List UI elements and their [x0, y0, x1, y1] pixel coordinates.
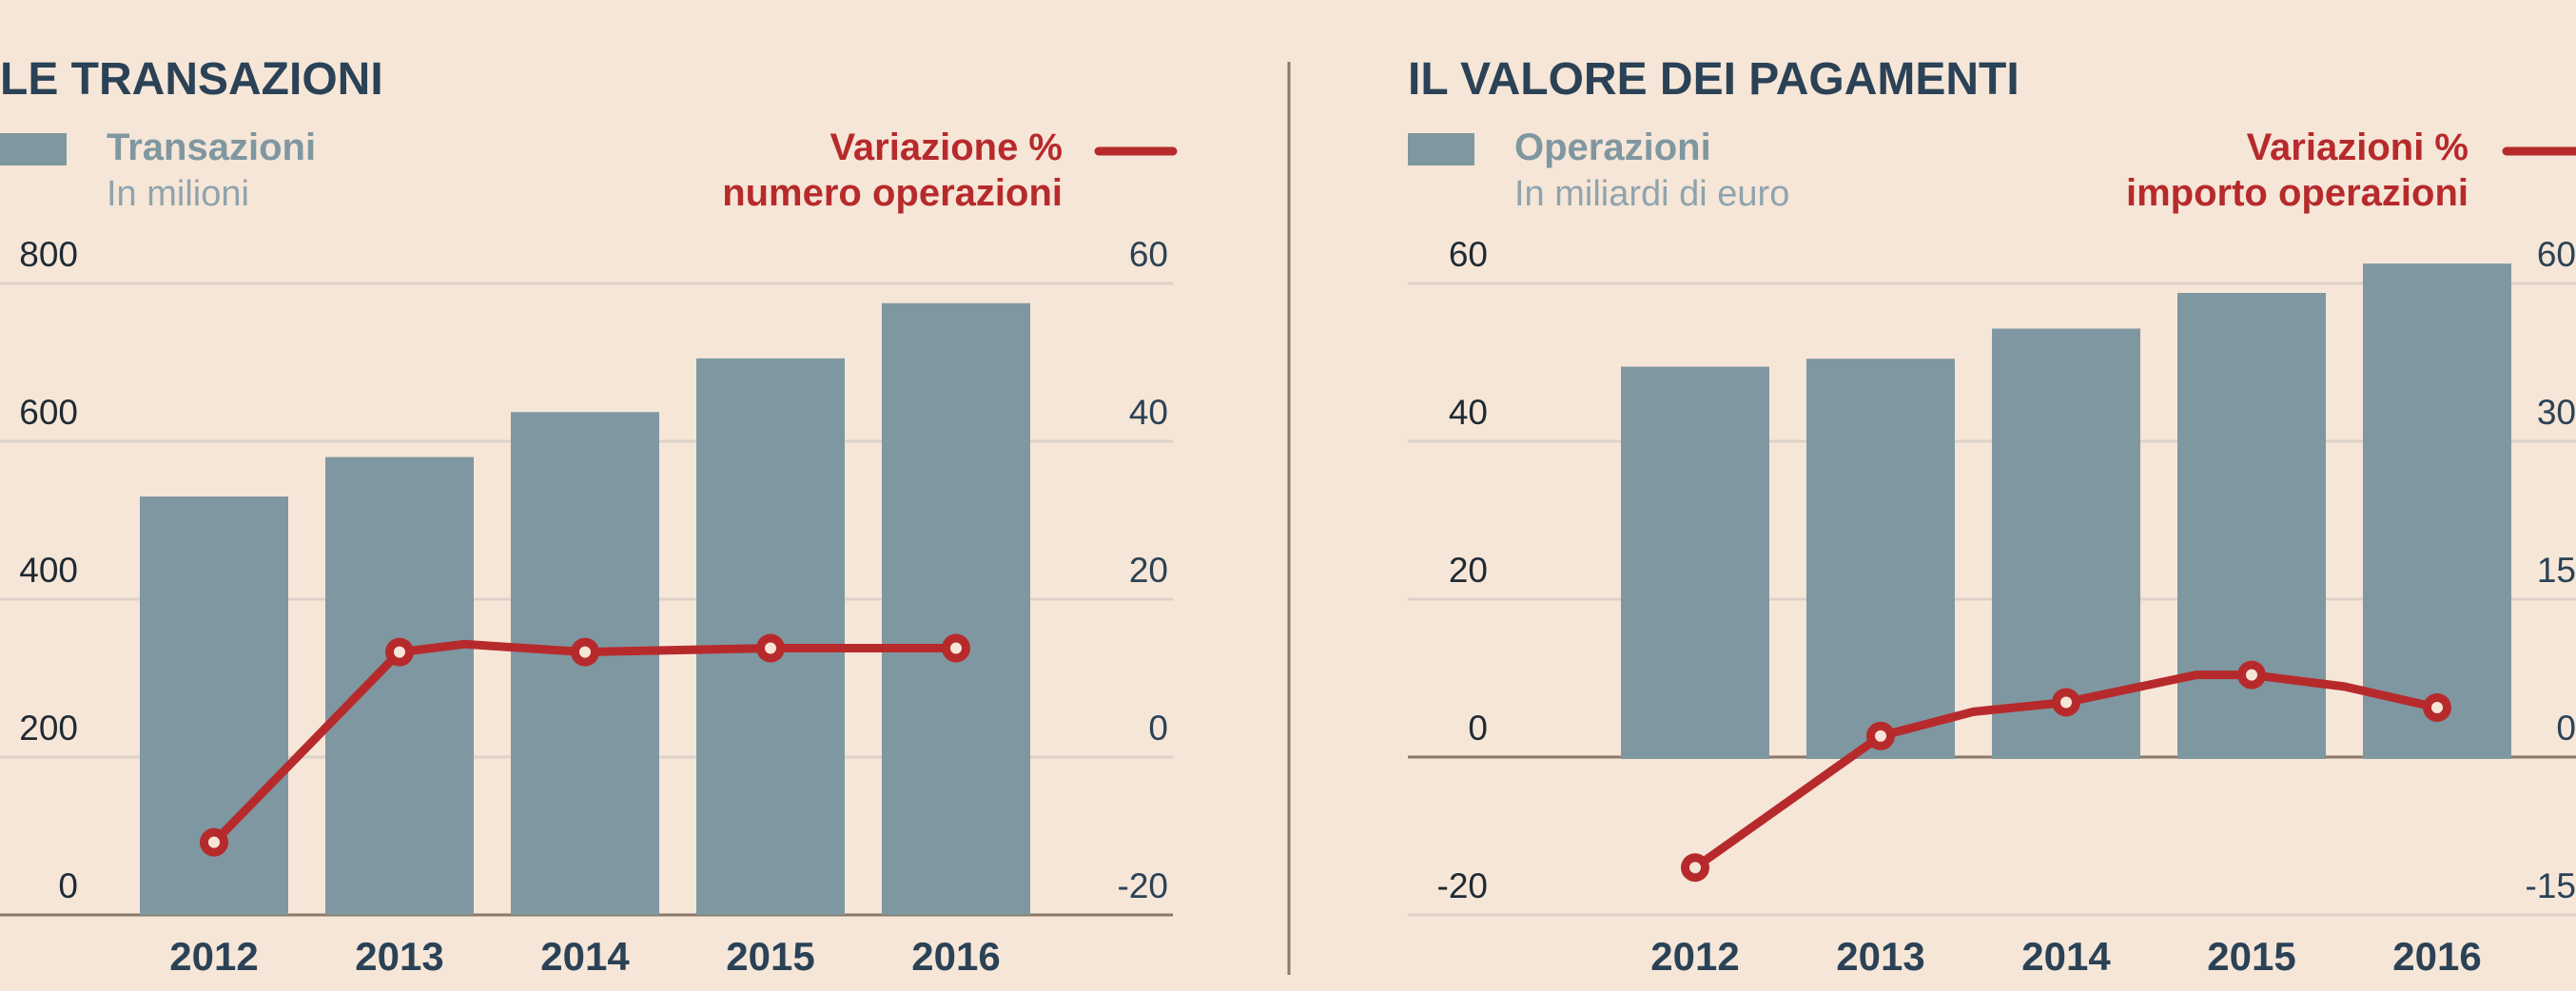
y-left-tick: 600	[19, 393, 78, 432]
line-legend-label-1: Variazioni %	[2247, 126, 2469, 168]
y-right-tick: -15	[2526, 866, 2576, 905]
y-left-tick: 0	[1468, 709, 1488, 748]
line-marker-center	[950, 642, 962, 654]
y-right-tick: 60	[2537, 235, 2576, 274]
y-left-tick: 40	[1449, 393, 1488, 432]
y-left-tick: 400	[19, 551, 78, 590]
x-category-label: 2016	[2392, 934, 2481, 979]
line-marker-center	[765, 642, 776, 654]
y-left-tick: 200	[19, 709, 78, 748]
y-right-tick: -20	[1118, 866, 1168, 905]
line-legend-label-1: Variazione %	[829, 126, 1063, 168]
x-category-label: 2014	[540, 934, 630, 979]
x-category-label: 2013	[355, 934, 443, 979]
variation-line	[1690, 670, 2442, 872]
y-right-tick: 15	[2537, 551, 2576, 590]
line-marker-center	[208, 836, 220, 848]
bar-legend-label: Transazioni	[107, 126, 316, 168]
bar-legend-swatch	[0, 133, 67, 165]
line-marker-center	[1875, 729, 1886, 742]
chart-transazioni: LE TRANSAZIONI Transazioni In milioni Varia…	[0, 54, 1178, 979]
x-category-label: 2016	[911, 934, 1000, 979]
x-category-label: 2012	[1650, 934, 1739, 979]
line-marker-center	[579, 646, 591, 658]
y-left-tick: -20	[1437, 866, 1488, 905]
chart-title: IL VALORE DEI PAGAMENTI	[1408, 54, 2020, 105]
x-category-label: 2012	[169, 934, 258, 979]
y-left-tick: 20	[1449, 551, 1488, 590]
line-legend-label-2: importo operazioni	[2126, 172, 2469, 214]
line-marker-center	[2431, 701, 2443, 713]
y-right-tick: 60	[1129, 235, 1168, 274]
line-legend-label-2: numero operazioni	[722, 172, 1063, 214]
x-category-label: 2013	[1836, 934, 1924, 979]
x-category-label: 2014	[2021, 934, 2111, 979]
line-marker-center	[2060, 696, 2072, 709]
y-left-tick: 60	[1449, 235, 1488, 274]
y-left-tick: 800	[19, 235, 78, 274]
bar-legend-label: Operazioni	[1514, 126, 1711, 168]
y-right-tick: 0	[1148, 709, 1168, 748]
variation-line	[209, 639, 961, 847]
y-right-tick: 20	[1129, 551, 1168, 590]
bar-2014	[1992, 328, 2140, 759]
y-right-tick: 40	[1129, 393, 1168, 432]
line-marker-center	[1689, 862, 1701, 874]
chart-valore-pagamenti: IL VALORE DEI PAGAMENTI Operazioni In mili…	[1408, 54, 2576, 979]
y-left-tick: 0	[58, 866, 78, 905]
x-category-label: 2015	[2207, 934, 2295, 979]
y-right-tick: 30	[2537, 393, 2576, 432]
bar-legend-swatch	[1408, 133, 1474, 165]
bar-2016	[882, 302, 1030, 915]
bar-2013	[1806, 359, 1955, 759]
bar-2016	[2363, 263, 2511, 760]
chart-title: LE TRANSAZIONI	[0, 54, 383, 105]
line-marker-center	[2246, 669, 2257, 681]
bar-2012	[1621, 366, 1769, 759]
bar-legend-unit: In miliardi di euro	[1514, 174, 1789, 214]
bar-legend-unit: In milioni	[107, 174, 249, 214]
y-right-tick: 0	[2556, 709, 2576, 748]
bar-2013	[325, 457, 474, 915]
line-marker-center	[394, 646, 405, 658]
x-category-label: 2015	[726, 934, 814, 979]
